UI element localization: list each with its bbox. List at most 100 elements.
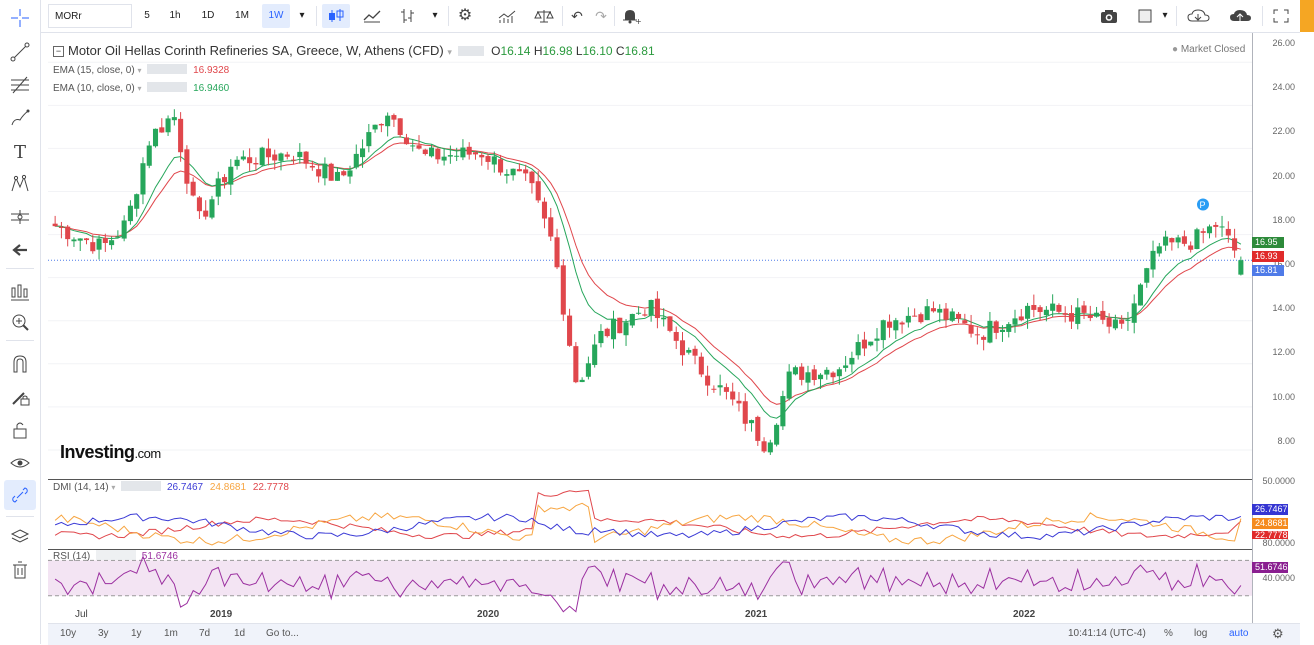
investing-logo: Investing.com bbox=[60, 442, 161, 463]
candle-body bbox=[272, 154, 278, 161]
candle-body bbox=[1219, 226, 1225, 228]
candle-body bbox=[265, 148, 271, 158]
trend-line-icon[interactable] bbox=[8, 40, 32, 64]
undo-button[interactable]: ↶ bbox=[566, 4, 588, 28]
clock-timezone-button[interactable]: 10:41:14 (UTC-4) bbox=[1068, 628, 1146, 639]
candle-body bbox=[1012, 318, 1018, 325]
candle-body bbox=[855, 342, 861, 356]
percent-scale-button[interactable]: % bbox=[1164, 628, 1173, 639]
bars-chart-type-button[interactable] bbox=[394, 4, 422, 28]
eye-icon[interactable] bbox=[8, 451, 32, 475]
measure-tool-icon[interactable] bbox=[8, 205, 32, 229]
ema10-price-tag: 16.95 bbox=[1252, 237, 1284, 248]
range-1d-button[interactable]: 1d bbox=[234, 628, 246, 639]
alert-button[interactable]: + bbox=[618, 4, 642, 28]
range-10y-button[interactable]: 10y bbox=[60, 628, 77, 639]
chart-type-dropdown-button[interactable]: ▾ bbox=[432, 10, 438, 21]
layers-icon[interactable] bbox=[8, 525, 32, 549]
candle-body bbox=[755, 416, 761, 441]
back-arrow-icon[interactable] bbox=[8, 238, 32, 262]
candle-body bbox=[466, 146, 472, 155]
log-scale-button[interactable]: log bbox=[1194, 628, 1208, 639]
goto-date-button[interactable]: Go to... bbox=[266, 628, 299, 639]
candle-body bbox=[309, 165, 315, 168]
interval-1w-button[interactable]: 1W bbox=[262, 4, 290, 28]
interval-1h-button[interactable]: 1h bbox=[169, 10, 181, 21]
candle-body bbox=[592, 344, 598, 365]
link-button[interactable] bbox=[4, 480, 36, 510]
time-axis-label: 2021 bbox=[745, 609, 768, 620]
candle-body bbox=[679, 340, 686, 356]
candle-body bbox=[899, 322, 905, 325]
load-chart-button[interactable] bbox=[1184, 4, 1214, 28]
interval-1d-button[interactable]: 1D bbox=[201, 10, 215, 21]
fullscreen-layout-button[interactable] bbox=[1134, 4, 1156, 28]
toolbar-divider bbox=[448, 6, 449, 26]
candle-body bbox=[228, 166, 234, 185]
settings-button[interactable]: ⚙ bbox=[452, 4, 478, 28]
range-3y-button[interactable]: 3y bbox=[98, 628, 109, 639]
screenshot-button[interactable] bbox=[1096, 4, 1122, 28]
range-7d-button[interactable]: 7d bbox=[199, 628, 211, 639]
candle-body bbox=[90, 242, 96, 252]
crosshair-icon[interactable] bbox=[8, 6, 32, 30]
brush-icon[interactable] bbox=[8, 106, 32, 130]
collapse-legend-icon[interactable]: − bbox=[53, 46, 64, 57]
candle-body bbox=[1194, 229, 1200, 249]
range-1y-button[interactable]: 1y bbox=[131, 628, 142, 639]
ema15-label: EMA (15, close, 0) bbox=[53, 65, 135, 76]
candle-body bbox=[83, 238, 90, 241]
earnings-marker bbox=[1197, 198, 1209, 211]
trash-icon[interactable] bbox=[8, 558, 32, 582]
candle-body bbox=[686, 349, 692, 353]
line-chart-type-button[interactable] bbox=[358, 4, 386, 28]
magnet-icon[interactable] bbox=[8, 352, 32, 376]
auto-scale-button[interactable]: auto bbox=[1229, 628, 1249, 639]
pattern-tool-icon[interactable] bbox=[8, 172, 32, 196]
fullscreen-button[interactable] bbox=[1268, 4, 1294, 28]
ema15-dropdown-icon[interactable]: ▾ bbox=[137, 66, 142, 75]
candle-body bbox=[259, 147, 265, 166]
fib-retracement-icon[interactable] bbox=[8, 73, 32, 97]
close-price-tag: 16.81 bbox=[1252, 265, 1284, 276]
interval-1m-button[interactable]: 1M bbox=[235, 10, 249, 21]
candle-body bbox=[774, 424, 780, 445]
dmi-dropdown-icon[interactable]: ▾ bbox=[111, 483, 116, 492]
layout-dropdown-button[interactable]: ▾ bbox=[1162, 10, 1168, 21]
rsi-visibility-icons[interactable] bbox=[96, 550, 137, 560]
range-1m-button[interactable]: 1m bbox=[164, 628, 178, 639]
candle-body bbox=[579, 379, 585, 383]
legend-dropdown-icon[interactable]: ▾ bbox=[447, 47, 452, 57]
text-tool-icon[interactable]: T bbox=[8, 139, 32, 163]
side-panel-handle[interactable] bbox=[1300, 0, 1314, 32]
redo-button[interactable]: ↷ bbox=[590, 4, 612, 28]
ema10-dropdown-icon[interactable]: ▾ bbox=[137, 84, 142, 93]
zoom-in-icon[interactable] bbox=[8, 310, 32, 334]
unlock-icon[interactable] bbox=[8, 418, 32, 442]
interval-dropdown-button[interactable]: ▾ bbox=[299, 10, 305, 21]
interval-5-button[interactable]: 5 bbox=[144, 10, 150, 21]
candles-chart-type-button[interactable] bbox=[322, 4, 350, 28]
candle-body bbox=[598, 330, 604, 344]
candle-body bbox=[159, 127, 165, 133]
candle-body bbox=[1050, 303, 1056, 311]
indicators-button[interactable] bbox=[494, 4, 520, 28]
compare-button[interactable] bbox=[530, 4, 558, 28]
lock-drawings-pencil-icon[interactable] bbox=[8, 385, 32, 409]
price-axis-label: 16.00 bbox=[1272, 259, 1295, 269]
candle-body bbox=[328, 163, 334, 181]
candle-body bbox=[1125, 319, 1131, 321]
ema10-visibility-icons[interactable] bbox=[147, 82, 188, 92]
candle-body bbox=[303, 151, 309, 164]
price-chart[interactable]: P bbox=[48, 33, 1252, 623]
time-axis[interactable]: Jul 2019 2020 2021 2022 bbox=[48, 606, 1252, 622]
candle-body bbox=[1031, 304, 1037, 310]
legend-visibility-icons[interactable] bbox=[458, 46, 485, 56]
calendar-range-icon[interactable] bbox=[8, 280, 32, 304]
dmi-visibility-icons[interactable] bbox=[121, 481, 162, 491]
symbol-search-input[interactable]: MORr bbox=[48, 4, 132, 28]
toolbar-divider bbox=[562, 6, 563, 26]
chart-settings-gear-icon[interactable]: ⚙ bbox=[1272, 626, 1284, 641]
ema15-visibility-icons[interactable] bbox=[147, 64, 188, 74]
save-chart-button[interactable] bbox=[1226, 4, 1256, 28]
